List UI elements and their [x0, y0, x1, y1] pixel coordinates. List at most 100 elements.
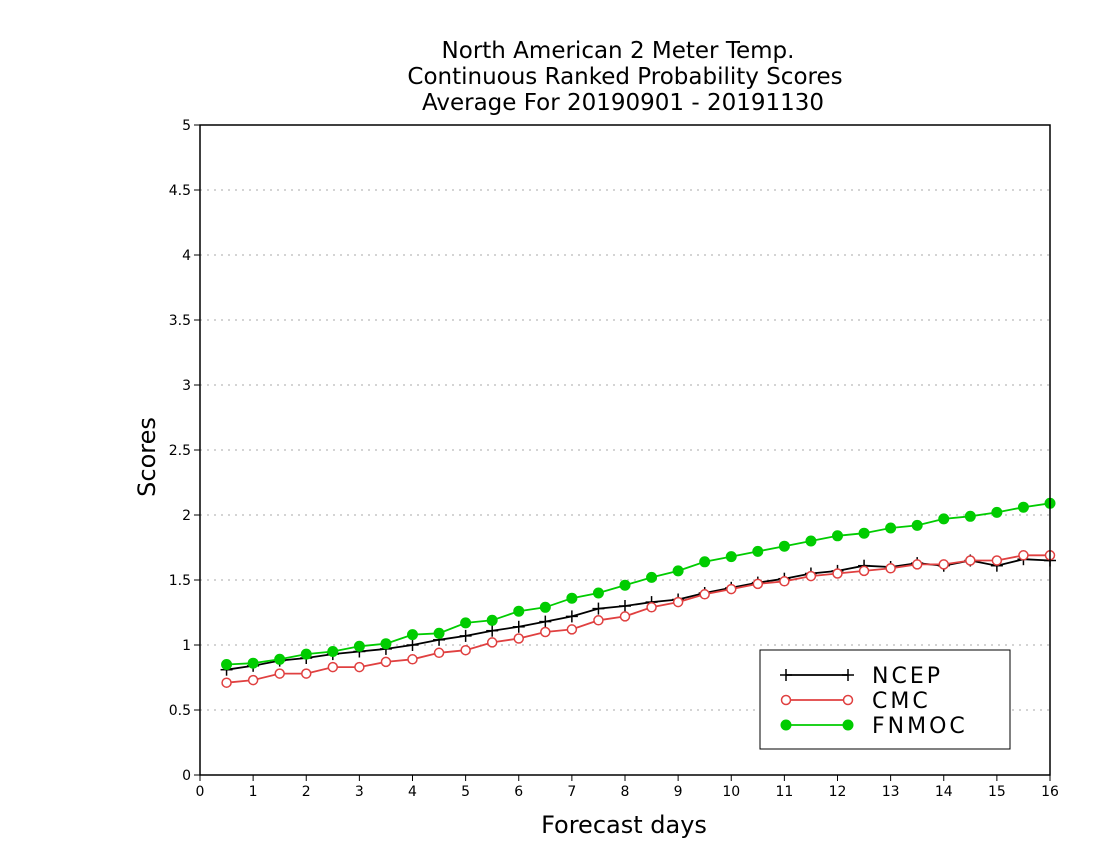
- x-tick-label: 9: [674, 784, 683, 800]
- legend-item-fnmoc: FNMOC: [780, 714, 965, 739]
- data-point: [566, 592, 578, 604]
- data-point: [991, 506, 1003, 518]
- y-tick-label: 2.5: [169, 443, 191, 459]
- series-cmc: [221, 550, 1056, 688]
- data-point: [965, 555, 976, 566]
- y-tick-label: 0: [182, 768, 191, 784]
- data-point: [964, 510, 976, 522]
- data-point: [938, 559, 949, 570]
- data-point: [354, 661, 365, 673]
- gridlines: [200, 189, 1050, 711]
- x-tick-label: 8: [621, 784, 630, 800]
- data-point: [593, 615, 604, 626]
- data-point: [460, 644, 471, 656]
- series-layer: [220, 497, 1056, 688]
- data-point: [301, 668, 312, 679]
- data-point: [672, 596, 684, 608]
- data-point: [619, 579, 631, 591]
- data-point: [459, 629, 472, 642]
- data-point: [221, 677, 232, 688]
- data-point: [274, 668, 285, 679]
- data-point: [380, 638, 392, 650]
- data-point: [938, 513, 950, 525]
- data-point: [539, 601, 551, 613]
- data-point: [592, 587, 604, 599]
- y-tick-label: 4.5: [169, 183, 191, 199]
- legend-item-cmc: CMC: [780, 689, 931, 714]
- y-tick-label: 3: [182, 378, 191, 394]
- data-point: [406, 639, 419, 651]
- data-point: [832, 530, 843, 542]
- x-tick-label: 3: [355, 784, 364, 800]
- data-point: [539, 615, 552, 628]
- data-point: [726, 583, 737, 595]
- data-point: [858, 527, 870, 539]
- data-point: [991, 555, 1003, 566]
- data-point: [885, 522, 897, 534]
- y-tick-label: 3.5: [169, 313, 191, 329]
- data-point: [805, 570, 817, 582]
- data-point: [780, 694, 792, 706]
- data-point: [327, 646, 339, 657]
- data-point: [433, 647, 445, 659]
- data-point: [858, 565, 870, 577]
- data-point: [486, 624, 499, 637]
- data-point: [842, 694, 854, 706]
- y-axis-ticks: 0 0.5 1 1.5 2 2.5 3 3.5 4 4.5 5: [169, 118, 200, 784]
- data-point: [486, 637, 498, 648]
- y-tick-label: 2: [182, 508, 191, 524]
- data-point: [752, 545, 764, 557]
- x-tick-label: 5: [461, 784, 470, 800]
- data-point: [832, 568, 843, 579]
- series-fnmoc: [221, 497, 1056, 670]
- x-tick-label: 13: [882, 784, 900, 800]
- data-point: [274, 653, 286, 665]
- data-point: [780, 669, 792, 681]
- data-point: [540, 626, 551, 638]
- series-line-fnmoc: [226, 502, 1051, 666]
- data-point: [805, 535, 817, 547]
- y-axis-label: Scores: [133, 417, 161, 497]
- data-point: [592, 602, 605, 615]
- x-tick-label: 11: [775, 784, 793, 800]
- data-point: [779, 576, 790, 587]
- title-line-3: Average For 20190901 - 20191130: [422, 90, 824, 116]
- data-point: [327, 661, 339, 673]
- data-point: [1018, 550, 1029, 561]
- x-axis-label: Forecast days: [541, 811, 707, 839]
- chart-title: North American 2 Meter Temp. Continuous …: [407, 38, 842, 116]
- x-tick-label: 6: [514, 784, 523, 800]
- x-tick-label: 16: [1041, 784, 1059, 800]
- x-tick-label: 12: [829, 784, 847, 800]
- legend-label: CMC: [872, 689, 931, 714]
- data-point: [778, 540, 790, 552]
- data-point: [725, 551, 737, 563]
- data-point: [221, 659, 233, 670]
- data-point: [513, 605, 525, 617]
- y-tick-label: 1: [182, 638, 191, 654]
- data-point: [699, 556, 711, 568]
- data-point: [513, 633, 524, 644]
- x-tick-label: 7: [567, 784, 576, 800]
- data-point: [407, 654, 418, 665]
- data-point: [672, 565, 684, 577]
- data-point: [911, 519, 923, 531]
- data-point: [911, 559, 923, 570]
- data-point: [699, 589, 710, 600]
- data-point: [300, 648, 312, 660]
- title-line-1: North American 2 Meter Temp.: [442, 38, 795, 64]
- data-point: [486, 614, 498, 626]
- data-point: [433, 627, 445, 639]
- data-point: [460, 617, 472, 629]
- data-point: [566, 624, 578, 635]
- x-tick-label: 15: [988, 784, 1006, 800]
- y-tick-label: 1.5: [169, 573, 191, 589]
- data-point: [780, 719, 792, 731]
- data-point: [512, 620, 525, 633]
- data-point: [619, 611, 631, 622]
- title-line-2: Continuous Ranked Probability Scores: [407, 64, 842, 90]
- x-tick-label: 14: [935, 784, 953, 800]
- data-point: [619, 600, 631, 612]
